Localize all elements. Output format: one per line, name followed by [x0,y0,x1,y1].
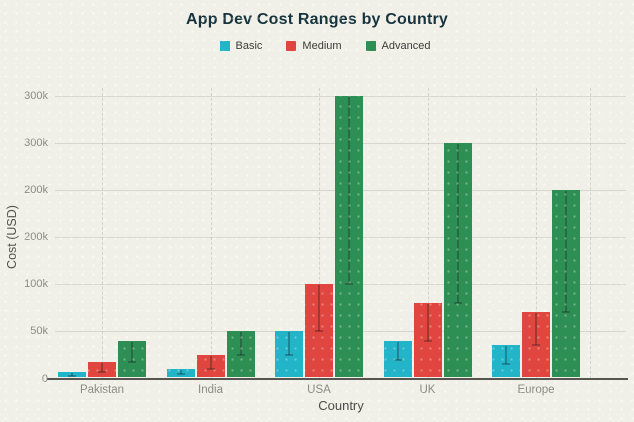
bar-medium-uk [413,303,442,378]
range-whisker-cap [68,374,76,377]
range-whisker-cap [345,283,353,286]
legend-label: Medium [302,40,342,52]
legend: Basic Medium Advanced [0,40,634,52]
range-whisker [348,96,350,285]
range-whisker [318,285,320,332]
legend-swatch-icon [286,41,297,51]
range-whisker [131,341,133,362]
bar-medium-usa [305,284,333,378]
legend-swatch-icon [219,41,230,51]
x-gridline [536,88,537,379]
x-gridline [210,88,212,379]
range-whisker-cap [128,360,136,363]
y-tick-label: 200k [24,183,48,196]
range-whisker [209,355,212,370]
legend-item-advanced: Advanced [365,40,431,52]
legend-item-medium: Medium [286,40,342,52]
x-tick-label: India [198,384,223,396]
range-whisker [101,362,103,372]
y-tick-label: 200k [24,231,48,243]
range-whisker-cap [453,302,462,305]
bar-basic-pakistan [58,371,86,378]
range-whisker-cap [562,311,570,314]
chart-title: App Dev Cost Ranges by Country [185,11,449,28]
range-whisker-cap [315,330,323,333]
legend-swatch-icon [365,41,376,51]
x-tick-label: Europe [517,384,555,396]
x-tick-label: USA [307,384,331,396]
range-whisker [71,372,73,376]
x-tick-label: UK [419,384,436,396]
range-whisker [179,370,182,374]
range-whisker [288,332,290,355]
x-gridline [319,88,320,379]
range-whisker [426,304,429,341]
bar-basic-india [166,369,195,378]
y-tick-label: 0 [41,372,48,385]
bar-advanced-pakistan [118,340,146,378]
legend-label: Basic [235,40,263,52]
y-tick-label: 50k [30,325,48,338]
y-tick-label: 100k [24,278,48,291]
x-gridline [590,88,591,379]
range-whisker [535,313,537,346]
range-whisker [239,332,242,355]
range-whisker-cap [502,363,510,366]
y-tick-label: 300k [24,136,48,149]
x-tick-label: Pakistan [79,384,125,396]
range-whisker-cap [176,372,185,375]
range-whisker [505,346,507,365]
range-whisker-cap [532,344,540,347]
x-axis-title: Country [318,398,364,413]
legend-label: Advanced [381,40,431,52]
bar-advanced-europe [552,189,580,378]
range-whisker-cap [423,339,432,342]
y-tick-label: 300k [24,89,48,102]
bar-advanced-india [226,331,255,378]
x-gridline [427,88,429,379]
bar-basic-usa [275,331,303,378]
bar-medium-india [196,354,225,378]
bar-medium-europe [522,312,550,378]
range-whisker [456,143,459,304]
x-axis-line [47,377,628,380]
range-whisker-cap [285,353,293,356]
bar-basic-uk [383,340,412,378]
range-whisker [565,190,567,313]
range-whisker [396,341,399,360]
range-whisker-cap [393,358,402,361]
range-whisker-cap [236,353,245,356]
bar-advanced-usa [335,95,363,378]
x-gridline [102,88,103,379]
bar-basic-europe [492,345,520,378]
legend-item-basic: Basic [219,40,263,52]
bar-advanced-uk [443,142,472,378]
range-whisker-cap [98,370,106,373]
bar-medium-pakistan [88,361,116,378]
range-whisker-cap [206,368,215,371]
